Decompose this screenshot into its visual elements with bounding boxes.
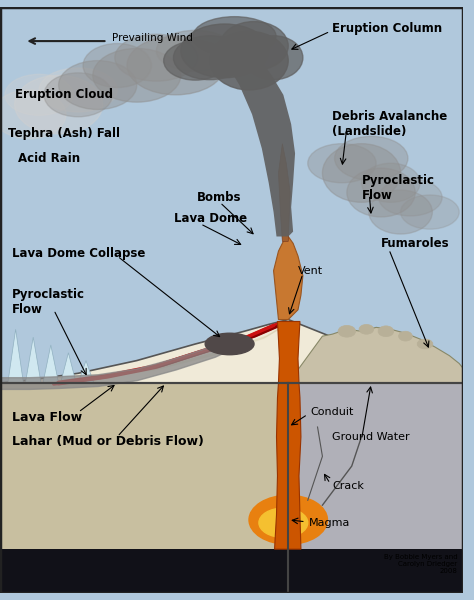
Ellipse shape xyxy=(0,90,66,139)
Polygon shape xyxy=(273,236,303,320)
Ellipse shape xyxy=(210,31,288,90)
Ellipse shape xyxy=(308,143,376,183)
Text: Magma: Magma xyxy=(309,518,350,528)
Ellipse shape xyxy=(220,22,288,70)
Ellipse shape xyxy=(173,36,246,80)
Ellipse shape xyxy=(417,339,433,349)
Polygon shape xyxy=(210,41,295,236)
Ellipse shape xyxy=(15,75,102,134)
Ellipse shape xyxy=(379,179,442,216)
Text: Lava Dome Collapse: Lava Dome Collapse xyxy=(12,247,145,260)
Polygon shape xyxy=(274,322,301,549)
Ellipse shape xyxy=(59,61,137,109)
Ellipse shape xyxy=(193,17,276,56)
Text: Conduit: Conduit xyxy=(310,407,354,418)
Text: Eruption Cloud: Eruption Cloud xyxy=(15,88,113,101)
Ellipse shape xyxy=(156,31,235,71)
Ellipse shape xyxy=(249,496,328,544)
Ellipse shape xyxy=(115,34,198,81)
Text: Fumaroles: Fumaroles xyxy=(381,237,450,250)
Ellipse shape xyxy=(39,68,117,112)
Text: Ground Water: Ground Water xyxy=(332,432,410,442)
Bar xyxy=(0,549,463,593)
Polygon shape xyxy=(43,345,59,383)
Ellipse shape xyxy=(359,325,374,334)
Ellipse shape xyxy=(244,36,303,80)
Polygon shape xyxy=(288,328,463,383)
Text: Tephra (Ash) Fall: Tephra (Ash) Fall xyxy=(8,127,120,140)
Text: Crack: Crack xyxy=(332,481,364,491)
Text: Pyroclastic
Flow: Pyroclastic Flow xyxy=(362,173,435,202)
Text: By Bobbie Myers and
Carolyn Driedger
2008: By Bobbie Myers and Carolyn Driedger 200… xyxy=(383,554,457,574)
Ellipse shape xyxy=(259,508,308,538)
Text: Lahar (Mud or Debris Flow): Lahar (Mud or Debris Flow) xyxy=(12,435,204,448)
Text: Acid Rain: Acid Rain xyxy=(18,152,80,165)
Polygon shape xyxy=(0,320,463,383)
Ellipse shape xyxy=(338,325,356,337)
Ellipse shape xyxy=(83,44,151,88)
Polygon shape xyxy=(26,337,41,383)
Polygon shape xyxy=(278,143,290,241)
Ellipse shape xyxy=(181,24,269,78)
Polygon shape xyxy=(61,353,76,383)
Text: Lava Flow: Lava Flow xyxy=(12,411,82,424)
Polygon shape xyxy=(78,361,94,383)
Ellipse shape xyxy=(401,195,459,229)
Text: Lava Dome: Lava Dome xyxy=(174,212,247,226)
Ellipse shape xyxy=(362,163,420,202)
Ellipse shape xyxy=(164,41,227,80)
Ellipse shape xyxy=(347,168,415,217)
Ellipse shape xyxy=(5,74,73,115)
Text: Prevailing Wind: Prevailing Wind xyxy=(112,33,193,43)
Text: Eruption Column: Eruption Column xyxy=(332,22,442,35)
Ellipse shape xyxy=(378,326,394,337)
Ellipse shape xyxy=(127,36,225,95)
Polygon shape xyxy=(288,383,463,549)
Polygon shape xyxy=(8,329,23,383)
Text: Pyroclastic
Flow: Pyroclastic Flow xyxy=(12,288,85,316)
Text: Vent: Vent xyxy=(298,266,323,275)
Ellipse shape xyxy=(369,190,432,234)
Ellipse shape xyxy=(322,143,401,202)
Polygon shape xyxy=(0,383,463,593)
Polygon shape xyxy=(0,383,288,549)
Text: Debris Avalanche
(Landslide): Debris Avalanche (Landslide) xyxy=(332,110,447,138)
Ellipse shape xyxy=(399,331,412,341)
Text: Bombs: Bombs xyxy=(197,191,242,204)
Ellipse shape xyxy=(205,333,254,355)
Ellipse shape xyxy=(44,73,112,117)
Ellipse shape xyxy=(93,49,181,102)
Ellipse shape xyxy=(335,136,408,181)
